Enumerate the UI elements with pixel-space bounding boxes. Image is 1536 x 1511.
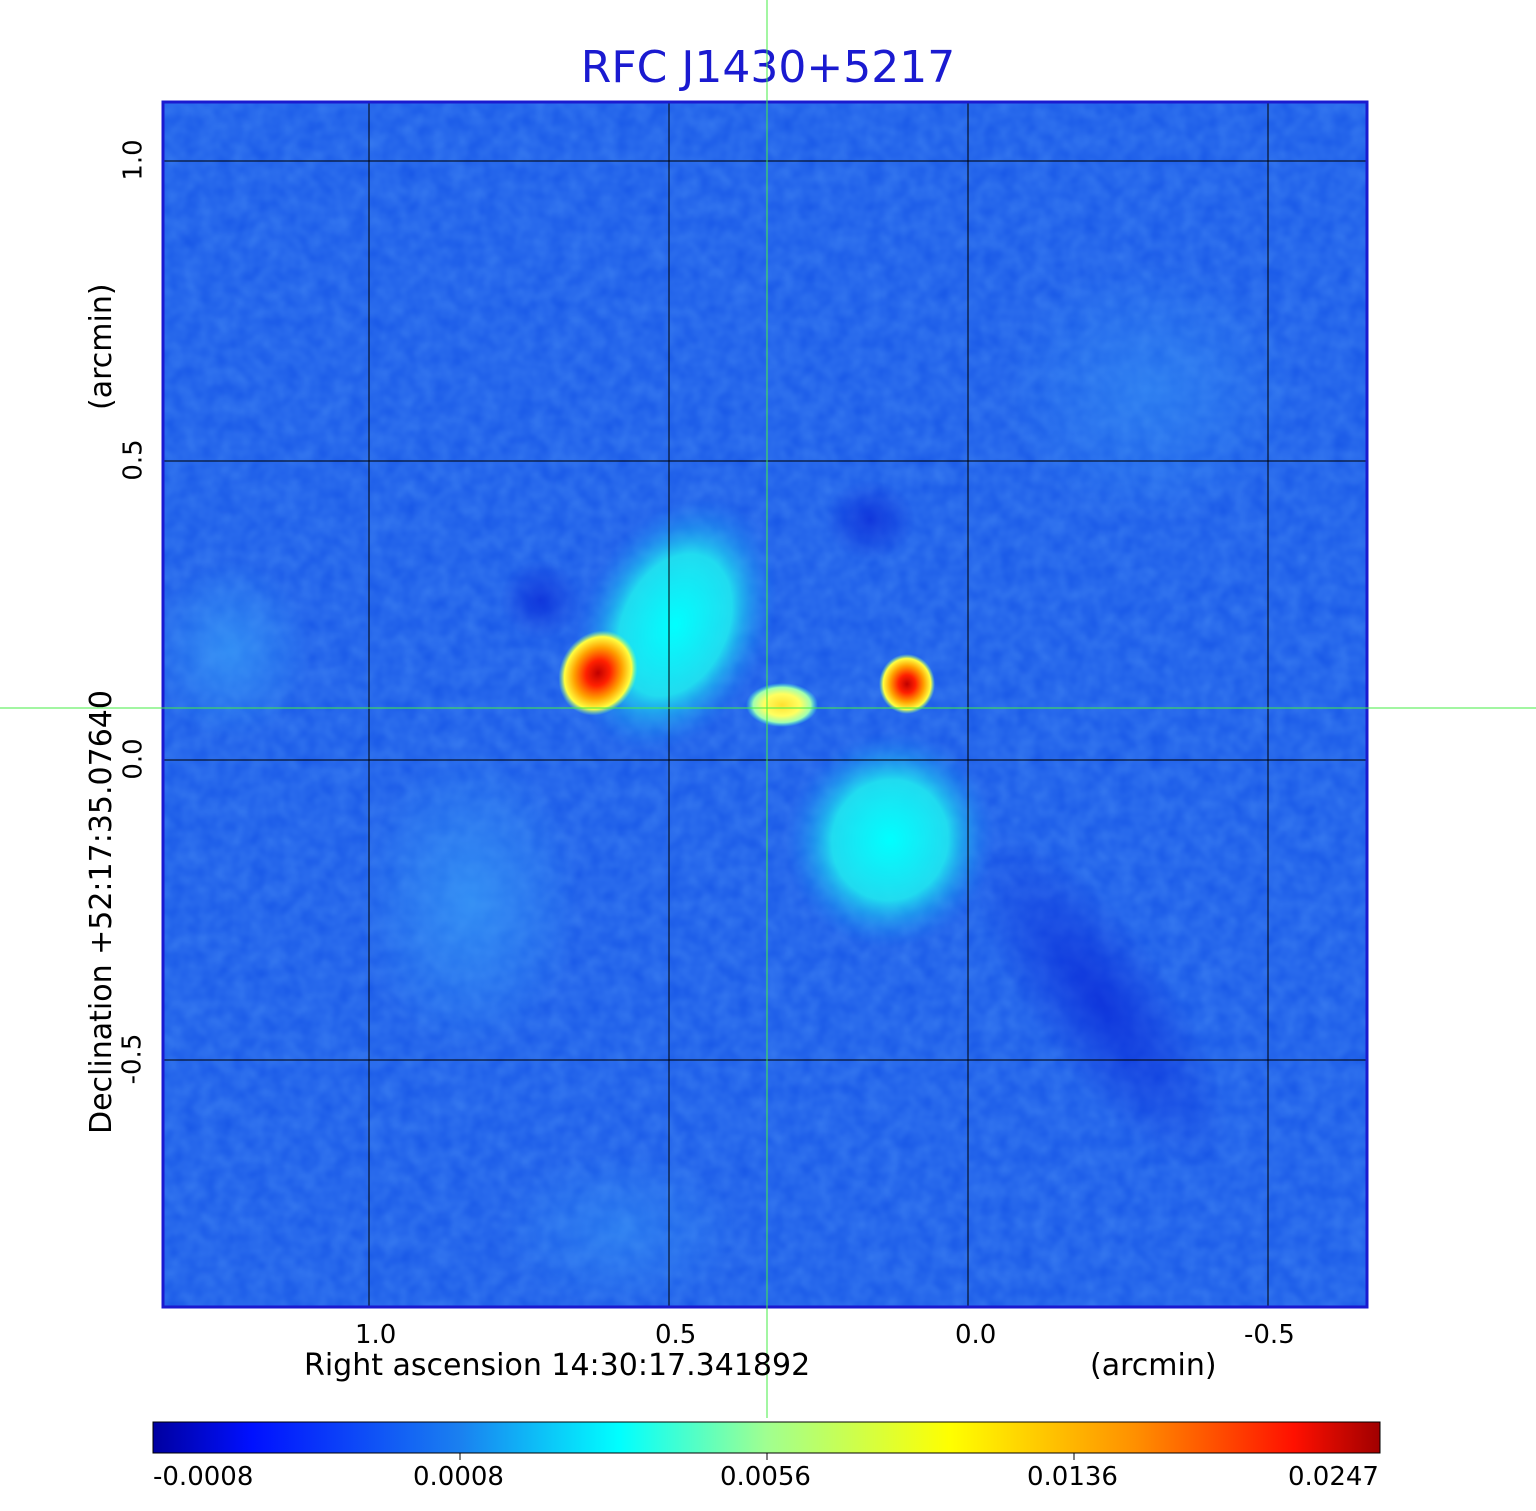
y-tick-label: 1.0 (118, 139, 149, 181)
image-area (163, 102, 1367, 1307)
colorbar-label: -0.0008 (153, 1462, 254, 1492)
image-title: RFC J1430+5217 (580, 42, 956, 93)
y-tick-label: 0.5 (118, 439, 149, 481)
y-tick-label: 0.0 (118, 738, 149, 780)
crosshair[interactable] (0, 0, 1536, 1418)
colorbar-label: 0.0008 (413, 1462, 504, 1492)
x-axis-unit: (arcmin) (1090, 1348, 1217, 1383)
x-tick-label: -0.5 (1244, 1320, 1295, 1350)
y-tick-label: -0.5 (117, 1033, 148, 1085)
faint-patch (360, 750, 580, 1050)
hot-spot-east (558, 630, 638, 716)
coordinate-grid (163, 102, 1367, 1307)
y-axis-unit: (arcmin) (84, 283, 119, 410)
dark-patch (500, 560, 580, 640)
x-tick-label: 0.5 (655, 1320, 697, 1350)
south-lobe (784, 730, 996, 950)
y-axis-label: Declination +52:17:35.07640 (84, 690, 119, 1134)
colorbar-label: 0.0247 (1288, 1462, 1379, 1492)
colorbar (152, 1421, 1381, 1454)
faint-patch (500, 1150, 740, 1307)
colorbar-ticks (459, 1453, 1075, 1460)
colorbar-label: 0.0056 (720, 1462, 811, 1492)
dark-patch (825, 480, 915, 560)
x-axis-label: Right ascension 14:30:17.341892 (304, 1348, 811, 1383)
faint-patch (1000, 260, 1300, 520)
core-component (746, 683, 818, 727)
x-tick-label: 1.0 (355, 1320, 397, 1350)
colorbar-label: 0.0136 (1027, 1462, 1118, 1492)
dark-stripe (971, 831, 1229, 1169)
x-tick-label: 0.0 (955, 1320, 997, 1350)
hot-spot-west (879, 654, 935, 714)
image-frame (161, 100, 1369, 1309)
faint-patch (163, 560, 310, 740)
